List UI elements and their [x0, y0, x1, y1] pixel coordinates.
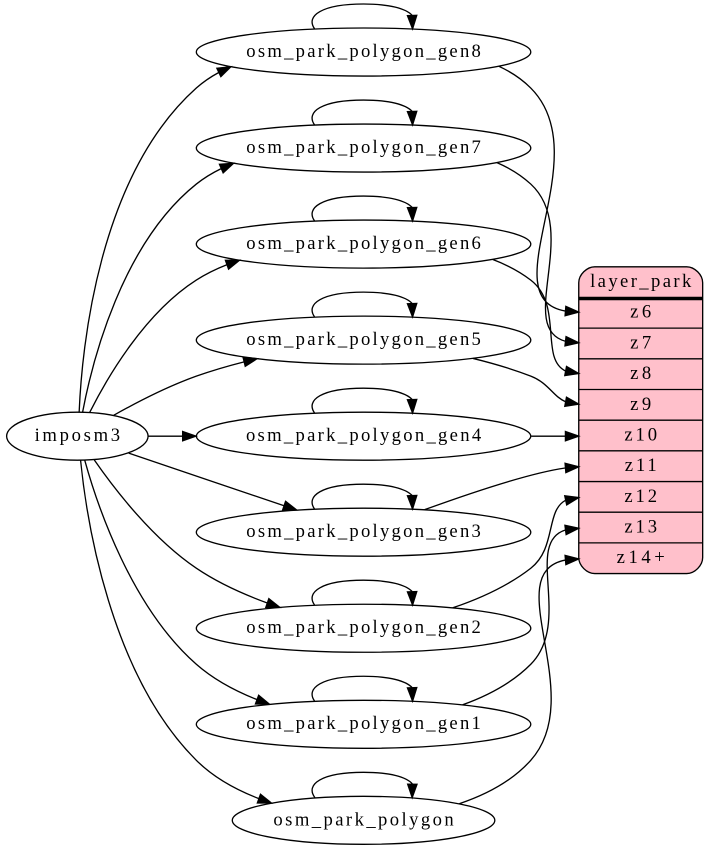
svg-text:osm_park_polygon_gen1: osm_park_polygon_gen1: [246, 713, 481, 734]
svg-text:layer_park: layer_park: [590, 271, 692, 292]
svg-text:z11: z11: [625, 455, 657, 476]
svg-text:z10: z10: [624, 424, 657, 445]
svg-text:z12: z12: [624, 486, 657, 507]
svg-text:osm_park_polygon_gen5: osm_park_polygon_gen5: [246, 329, 481, 350]
svg-text:osm_park_polygon_gen7: osm_park_polygon_gen7: [246, 137, 481, 158]
svg-text:z13: z13: [624, 516, 657, 537]
svg-text:osm_park_polygon_gen6: osm_park_polygon_gen6: [246, 233, 481, 254]
svg-text:osm_park_polygon_gen3: osm_park_polygon_gen3: [246, 521, 481, 542]
svg-text:osm_park_polygon: osm_park_polygon: [273, 809, 454, 830]
svg-text:osm_park_polygon_gen4: osm_park_polygon_gen4: [246, 425, 482, 446]
svg-text:imposm3: imposm3: [35, 425, 121, 446]
svg-text:z14+: z14+: [617, 547, 665, 568]
svg-text:osm_park_polygon_gen2: osm_park_polygon_gen2: [246, 617, 481, 638]
svg-text:osm_park_polygon_gen8: osm_park_polygon_gen8: [246, 41, 481, 62]
